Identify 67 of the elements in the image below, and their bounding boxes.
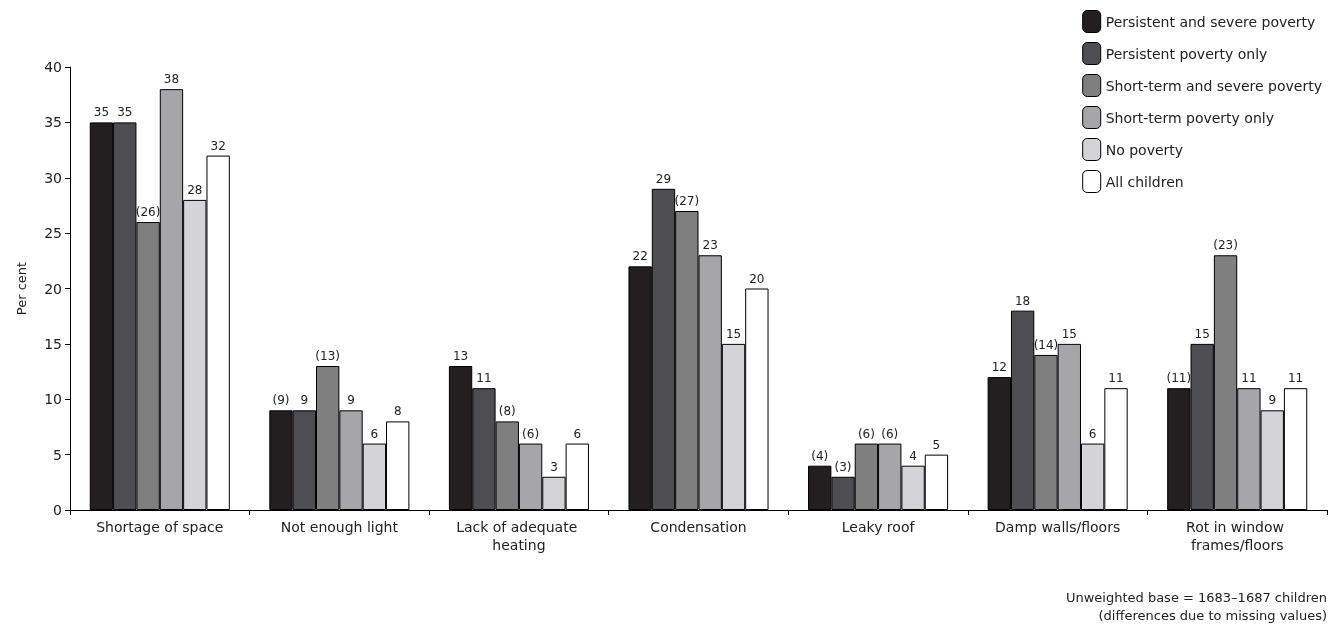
data-label: 11	[476, 371, 492, 386]
data-label: 13	[452, 349, 469, 364]
data-label: 11	[1287, 371, 1304, 386]
data-label: 15	[1061, 326, 1077, 341]
data-label: 3	[550, 459, 558, 474]
text: Unweighted base = 1683–1687 children	[1065, 590, 1327, 605]
x-tick-label: Not enough light	[280, 519, 399, 535]
data-label: (6)	[881, 426, 899, 441]
x-tick-label: Shortage of space	[96, 519, 224, 535]
data-label: 18	[1014, 293, 1031, 308]
y-tick-label: 40	[44, 59, 62, 75]
legend-label: Short-term and severe poverty	[1105, 77, 1322, 94]
data-label: (11)	[1166, 371, 1192, 386]
data-label: 15	[725, 326, 742, 341]
data-label: 11	[1241, 371, 1257, 386]
data-label: 6	[573, 426, 582, 441]
x-tick-label: Rot in window frames/floors	[1186, 519, 1289, 553]
data-label: 32	[210, 138, 226, 153]
data-label: 9	[1268, 393, 1277, 408]
legend-label: Short-term poverty only	[1105, 109, 1274, 126]
y-tick-label: 0	[53, 502, 62, 518]
data-label: (13)	[315, 349, 341, 364]
data-label: 29	[655, 171, 672, 186]
data-label: (26)	[135, 205, 161, 220]
data-label: 22	[632, 249, 648, 264]
data-label: 6	[370, 426, 379, 441]
data-label: 20	[749, 271, 765, 286]
legend-label: No poverty	[1105, 141, 1184, 158]
x-tick-label: Condensation	[650, 519, 747, 535]
data-label: 35	[93, 105, 110, 120]
data-label: (3)	[834, 459, 852, 474]
y-tick-label: 15	[44, 335, 62, 352]
legend-label: All children	[1105, 173, 1184, 190]
x-tick-label: Damp walls/floors	[995, 519, 1121, 535]
data-label: 23	[702, 238, 718, 253]
data-label: (23)	[1213, 238, 1238, 253]
data-label: 15	[1194, 326, 1210, 341]
data-label: 6	[1088, 426, 1097, 441]
legend-label: Persistent poverty only	[1105, 45, 1268, 62]
y-tick-label: 35	[44, 114, 62, 131]
data-label: (8)	[498, 404, 516, 419]
data-label: 38	[163, 72, 180, 87]
y-tick-label: 30	[44, 169, 62, 186]
data-label: 9	[347, 393, 355, 408]
y-tick-label: 10	[44, 391, 62, 408]
data-label: 5	[932, 437, 941, 452]
data-label: 9	[300, 393, 309, 408]
y-tick-label: 5	[53, 446, 62, 463]
x-tick-label: Leaky roof	[841, 519, 916, 535]
data-label: (14)	[1033, 337, 1059, 352]
data-label: (27)	[674, 193, 700, 208]
data-label: 12	[991, 360, 1007, 375]
data-label: 11	[1108, 371, 1124, 386]
data-label: 28	[187, 182, 203, 197]
y-tick-label: 20	[44, 280, 62, 297]
data-label: 8	[393, 404, 402, 419]
y-tick-label: 25	[44, 225, 62, 242]
data-label: 4	[909, 448, 917, 463]
data-label: 35	[117, 105, 133, 120]
data-label: (9)	[272, 393, 290, 408]
data-label: (6)	[522, 426, 540, 441]
data-label: (6)	[857, 426, 875, 441]
text: (differences due to missing values)	[1098, 608, 1327, 623]
legend-label: Persistent and severe poverty	[1105, 13, 1316, 30]
data-label: (4)	[811, 448, 829, 463]
x-tick-label: Lack of adequate heating	[456, 519, 582, 553]
y-axis-title: Per cent	[14, 261, 29, 316]
